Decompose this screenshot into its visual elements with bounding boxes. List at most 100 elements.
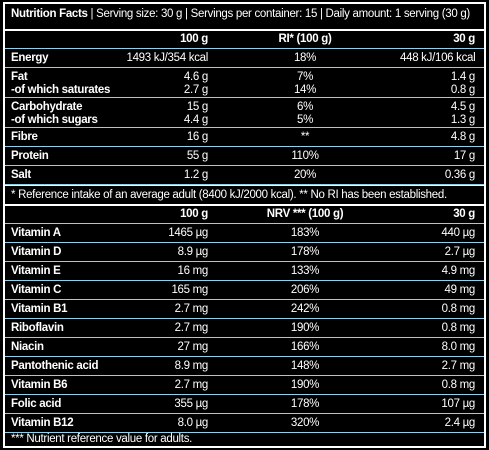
column-header: 100 g	[180, 33, 208, 45]
cell-value: 440 µg	[441, 227, 475, 239]
cell-value: 55 g	[186, 150, 208, 162]
cell-value: 1.3 g	[450, 114, 475, 126]
row: Niacin 27 mg 166% 8.0 mg	[5, 341, 484, 354]
nutrient-label: Vitamin C	[11, 284, 62, 296]
row: Vitamin B1 2.7 mg 242% 0.8 mg	[5, 303, 484, 316]
cell-value: 4.4 g	[183, 114, 208, 126]
row-group: Vitamin E 16 mg 133% 4.9 mg	[5, 262, 484, 281]
cell-value: 2.7 µg	[444, 246, 476, 258]
cell-value: 1.4 g	[450, 71, 475, 83]
nutrient-label: Pantothenic acid	[11, 360, 99, 372]
row: Vitamin D 8.9 µg 178% 2.7 µg	[5, 246, 484, 259]
row: Vitamin A 1465 µg 183% 440 µg	[5, 227, 484, 240]
cell-value: 110%	[291, 150, 319, 162]
row: Folic acid 355 µg 178% 107 µg	[5, 398, 484, 411]
cell-value: 242%	[290, 303, 320, 315]
cell-value: 178%	[290, 398, 320, 410]
footnote: * Reference intake of an average adult (…	[5, 185, 484, 206]
row: Riboflavin 2.7 mg 190% 0.8 mg	[5, 322, 484, 335]
column-header-row: 100 g NRV *** (100 g) 30 g	[5, 206, 484, 224]
header: Nutrition Facts | Serving size: 30 g | S…	[5, 4, 484, 31]
row-group: Riboflavin 2.7 mg 190% 0.8 mg	[5, 319, 484, 338]
cell-value: 166%	[290, 341, 320, 353]
cell-value: 2.4 µg	[444, 417, 476, 429]
row-group: Vitamin B12 8.0 µg 320% 2.4 µg	[5, 414, 484, 433]
cell-value: 8.9 mg	[174, 360, 209, 372]
nutrient-label: Folic acid	[11, 398, 62, 410]
row: Salt 1.2 g 20% 0.36 g	[5, 169, 484, 182]
column-header-row: 100 g RI* (100 g) 30 g	[5, 31, 484, 49]
row-group: Niacin 27 mg 166% 8.0 mg	[5, 338, 484, 357]
nutrient-label: Carbohydrate	[11, 101, 83, 113]
row-group: Vitamin A 1465 µg 183% 440 µg	[5, 224, 484, 243]
cell-value: 18%	[293, 52, 317, 64]
nutrient-label: Vitamin A	[11, 227, 61, 239]
cell-value: 49 mg	[444, 284, 476, 296]
cell-value: 0.8 mg	[441, 322, 476, 334]
line: 100 g RI* (100 g) 30 g	[5, 33, 484, 46]
cell-value: 320%	[290, 417, 320, 429]
cell-value: 2.7 mg	[441, 360, 476, 372]
nutrient-label: Vitamin E	[11, 265, 61, 277]
cell-value: 2.7 mg	[174, 379, 209, 391]
title: Nutrition Facts	[11, 8, 88, 20]
row: Carbohydrate 15 g 6% 4.5 g	[5, 101, 484, 114]
row: -of which saturates 2.7 g 14% 0.8 g	[5, 84, 484, 97]
nutrient-label: Vitamin D	[11, 246, 62, 258]
column-header: RI* (100 g)	[278, 33, 332, 45]
row-group: Folic acid 355 µg 178% 107 µg	[5, 395, 484, 414]
cell-value: 16 g	[186, 131, 208, 143]
row-group: Fat 4.6 g 7% 1.4 g -of which saturates 2.7 g 1…	[5, 68, 484, 98]
nutrient-label: -of which saturates	[11, 84, 111, 96]
cell-value: 6%	[296, 101, 314, 113]
cell-value: 448 kJ/106 kcal	[400, 52, 476, 64]
cell-value: 5%	[296, 114, 314, 126]
cell-value: 2.7 g	[183, 84, 208, 96]
row: Vitamin E 16 mg 133% 4.9 mg	[5, 265, 484, 278]
cell-value: 20%	[293, 169, 317, 181]
cell-value: 0.8 mg	[441, 379, 476, 391]
cell-value: 1493 kJ/354 kcal	[126, 52, 208, 64]
nutrient-label: Niacin	[11, 341, 44, 353]
cell-value: 27 mg	[177, 341, 209, 353]
cell-value: 1.2 g	[183, 169, 208, 181]
row: Vitamin B12 8.0 µg 320% 2.4 µg	[5, 417, 484, 430]
cell-value: 183%	[290, 227, 320, 239]
row: Pantothenic acid 8.9 mg 148% 2.7 mg	[5, 360, 484, 373]
cell-value: 178%	[290, 246, 320, 258]
serving-details: | Serving size: 30 g | Servings per cont…	[90, 8, 471, 20]
nutrient-label: Protein	[11, 150, 49, 162]
cell-value: 8.0 µg	[177, 417, 209, 429]
cell-value: 16 mg	[177, 265, 209, 277]
line: 100 g NRV *** (100 g) 30 g	[5, 208, 484, 221]
row: Energy 1493 kJ/354 kcal 18% 448 kJ/106 kcal	[5, 52, 484, 65]
cell-value: 2.7 mg	[174, 303, 209, 315]
row: Fat 4.6 g 7% 1.4 g	[5, 71, 484, 84]
column-header: 30 g	[453, 33, 475, 45]
column-header: 30 g	[453, 208, 475, 220]
cell-value: 0.8 mg	[441, 303, 476, 315]
nutrient-label: Energy	[11, 52, 49, 64]
nutrient-label: Salt	[11, 169, 31, 181]
row-group: Protein 55 g 110% 17 g	[5, 147, 484, 166]
footnote: *** Nutrient reference value for adults.	[11, 433, 193, 445]
cell-value: 0.36 g	[444, 169, 475, 181]
cell-value: 190%	[290, 379, 320, 391]
row-group: Fibre 16 g ** 4.8 g	[5, 128, 484, 147]
nutrient-label: -of which sugars	[11, 114, 98, 126]
cell-value: 14%	[293, 84, 317, 96]
column-header: NRV *** (100 g)	[266, 208, 344, 220]
row: Fibre 16 g ** 4.8 g	[5, 131, 484, 144]
table-1: 100 g RI* (100 g) 30 g Energy 1493 kJ/354 kc…	[5, 31, 484, 206]
cell-value: 4.6 g	[183, 71, 208, 83]
cell-value: 190%	[290, 322, 320, 334]
row: Vitamin B6 2.7 mg 190% 0.8 mg	[5, 379, 484, 392]
row-group: Carbohydrate 15 g 6% 4.5 g -of which sugars 4…	[5, 98, 484, 128]
cell-value: **	[300, 131, 310, 143]
row: Vitamin C 165 mg 206% 49 mg	[5, 284, 484, 297]
nutrient-label: Fat	[11, 71, 28, 83]
nutrition-panel: Nutrition Facts | Serving size: 30 g | S…	[3, 2, 486, 448]
cell-value: 4.8 g	[450, 131, 475, 143]
cell-value: 206%	[290, 284, 320, 296]
